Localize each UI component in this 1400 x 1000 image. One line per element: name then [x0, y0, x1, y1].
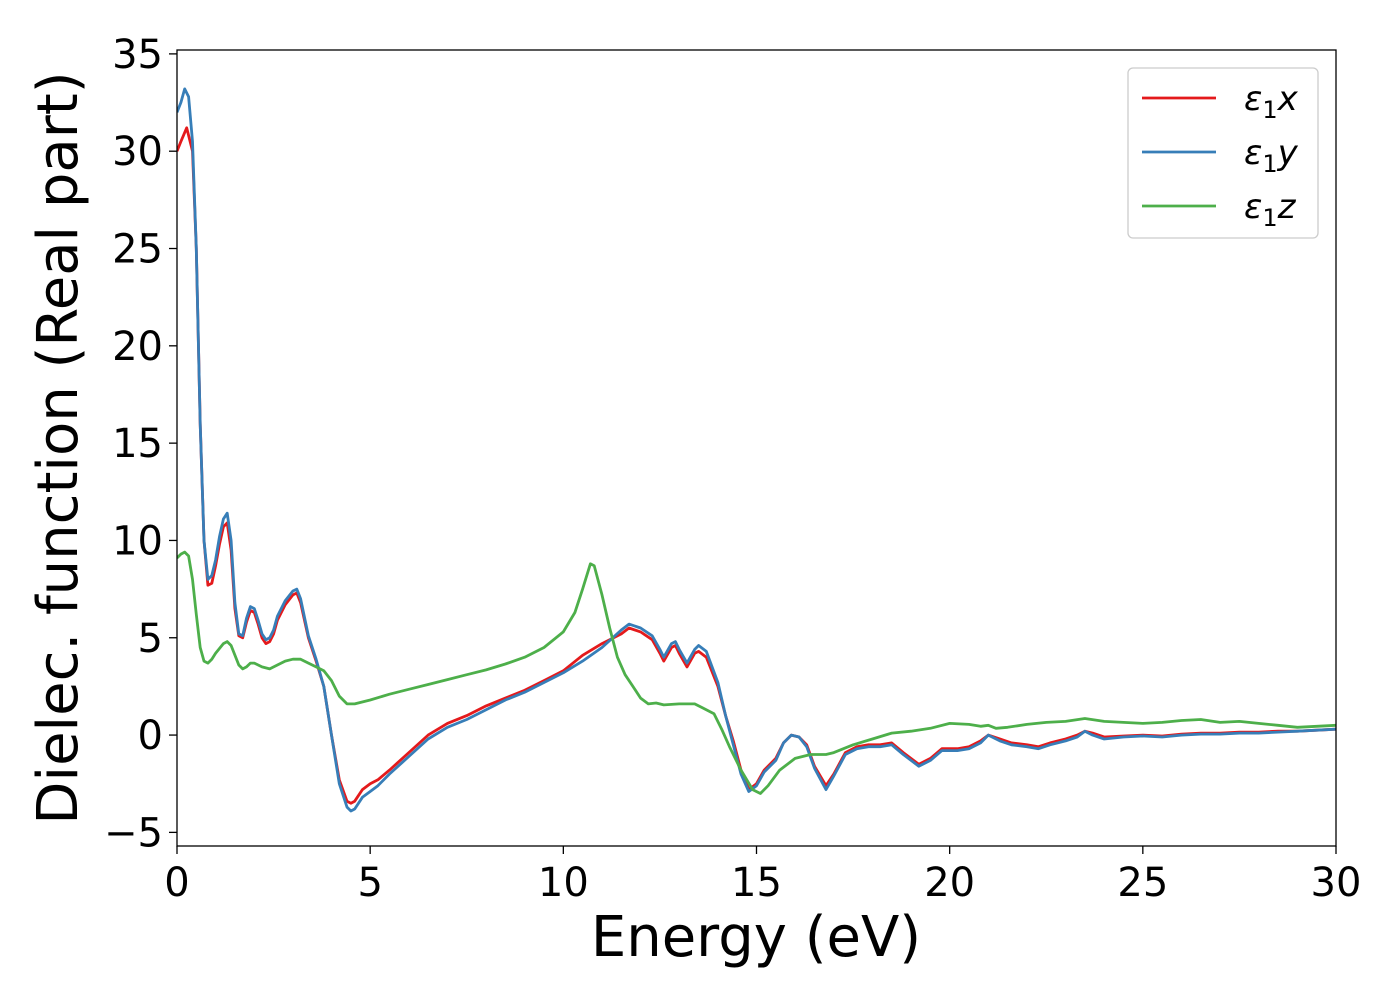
x-tick-label: 25 [1117, 860, 1168, 906]
legend-label: ε1x [1244, 79, 1299, 124]
x-axis-label: Energy (eV) [591, 905, 921, 970]
legend-box [1127, 67, 1319, 239]
series-line-y [177, 87, 1336, 813]
series-layer [177, 87, 1336, 813]
x-tick-label: 5 [357, 860, 382, 906]
y-tick-label: 25 [112, 227, 163, 273]
legend-item-z: ε1z [1142, 187, 1297, 232]
series-line-z [177, 550, 1336, 795]
y-tick-label: 15 [112, 421, 163, 467]
x-tick-label: 10 [538, 860, 589, 906]
legend: ε1x ε1y ε1z [1127, 67, 1319, 239]
x-tick-label: 0 [164, 860, 189, 906]
x-ticks: 0 5 10 15 20 25 30 [164, 846, 1361, 906]
legend-label: ε1y [1244, 133, 1299, 178]
legend-item-x: ε1x [1142, 79, 1299, 124]
y-tick-label: 0 [138, 713, 163, 759]
x-tick-label: 30 [1311, 860, 1362, 906]
y-axis-label: Dielec. function (Real part) [26, 71, 91, 824]
x-tick-label: 20 [924, 860, 975, 906]
legend-label: ε1z [1244, 187, 1297, 232]
x-tick-label: 15 [731, 860, 782, 906]
y-tick-label: 30 [112, 129, 163, 175]
y-tick-label: −5 [104, 810, 163, 856]
y-tick-label: 10 [112, 518, 163, 564]
y-tick-label: 20 [112, 324, 163, 370]
legend-item-y: ε1y [1142, 133, 1299, 178]
y-tick-label: 5 [138, 616, 163, 662]
y-tick-label: 35 [112, 32, 163, 78]
y-ticks: −5 0 5 10 15 20 25 30 35 [104, 32, 177, 856]
